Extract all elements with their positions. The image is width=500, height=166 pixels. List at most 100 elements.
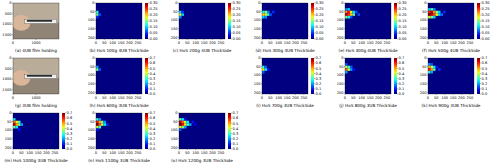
y-tick-label: 200 [337, 91, 345, 95]
caption: (j) HoS 800g 3UB ThickSide [339, 103, 397, 108]
colorbar-label: 0.4 [399, 72, 405, 76]
colorbar-label: 0.20 [482, 13, 491, 17]
heatmap-cell [348, 66, 351, 69]
y-tick-label: 200 [337, 36, 345, 40]
colorbar-label: 0.4 [316, 72, 322, 76]
heatmap-cell [345, 63, 348, 66]
heatmap-cell [99, 13, 102, 16]
caption: (b) HoS 100g 4UB ThickSide [89, 48, 148, 53]
plot-frame [96, 113, 142, 149]
plot-area [96, 58, 142, 94]
x-tick-label: 250 [383, 96, 391, 100]
heatmap-cell [13, 118, 16, 121]
y-tick-label: 150 [420, 82, 428, 86]
colorbar-label: 0.6 [399, 61, 405, 65]
caption: (f) HoS 500g 4UB ThickSide [422, 48, 480, 53]
colorbar-label: 0.5 [233, 122, 239, 126]
y-tick [178, 121, 179, 122]
y-tick-label: 50 [422, 65, 427, 69]
y-tick-label: 100 [88, 73, 96, 77]
plot-frame [179, 3, 225, 39]
colorbar-label: 0.10 [399, 25, 408, 29]
heatmap-cell [96, 11, 99, 14]
x-tick-label: 200 [458, 96, 466, 100]
y-tick [95, 58, 96, 59]
y-tick-label: 100 [337, 73, 345, 77]
y-tick-label: 200 [88, 91, 96, 95]
y-tick-label: 150 [337, 27, 345, 31]
y-tick-label: 500 [5, 67, 13, 71]
y-tick [344, 37, 345, 38]
colorbar-label: 0.3 [150, 132, 156, 136]
photo-film [25, 74, 57, 78]
colorbar-label: 0.0 [399, 92, 405, 96]
colorbar-label: 0.25 [482, 7, 490, 11]
panel: 0.00.10.20.30.40.50.60.70501001502002500… [88, 56, 156, 107]
y-tick [95, 92, 96, 93]
y-tick [95, 147, 96, 148]
heatmap-cell [265, 66, 268, 69]
colorbar-label: 0.4 [150, 127, 156, 131]
heatmap-cell [270, 13, 273, 16]
caption: (i) HoS 700g 3UB ThickSide [256, 103, 314, 108]
colorbar-label: 0.1 [482, 87, 488, 91]
y-tick-label: 100 [337, 18, 345, 22]
x-tick-label: 200 [375, 41, 383, 45]
colorbar-label: 0.25 [233, 7, 241, 11]
y-tick [178, 11, 179, 12]
heatmap-cell [262, 13, 265, 16]
y-tick-label: 0 [9, 111, 12, 115]
heatmap-cell [350, 13, 353, 16]
heatmap-cell [431, 63, 434, 66]
plot-frame [96, 58, 142, 94]
x-tick-label: 1000 [31, 96, 41, 100]
y-tick [427, 75, 428, 76]
colorbar-label: 0.0 [67, 147, 73, 151]
y-tick-label: 200 [171, 146, 179, 150]
x-tick-label: 0 [12, 96, 15, 100]
plot-area [13, 3, 59, 39]
heatmap-cell [184, 118, 187, 121]
y-tick [261, 92, 262, 93]
x-tick-label: 50 [185, 41, 190, 45]
colorbar-label: 0.3 [482, 77, 488, 81]
heatmap-cell [189, 123, 192, 126]
y-tick [427, 11, 428, 12]
x-tick-label: 150 [118, 96, 126, 100]
heatmap-cell [358, 13, 361, 16]
colorbar-label: 0.15 [482, 19, 490, 23]
heatmap-cell [428, 8, 431, 11]
y-tick-label: 50 [173, 120, 178, 124]
heatmap-background [428, 58, 474, 94]
x-tick-label: 0 [12, 41, 15, 45]
heatmap-cell [350, 16, 353, 19]
panel: 0.00.10.20.30.40.50.60.70501001502002500… [337, 56, 405, 107]
x-tick-label: 100 [275, 96, 283, 100]
x-tick-label: 0 [427, 41, 430, 45]
colorbar-label: 0.20 [233, 13, 242, 17]
x-tick-label: 0 [95, 41, 98, 45]
y-tick-label: 100 [254, 73, 262, 77]
y-tick [12, 68, 13, 69]
heatmap-cell [179, 121, 182, 124]
y-tick-label: 0 [175, 111, 178, 115]
heatmap-cell [436, 11, 439, 14]
colorbar [394, 3, 397, 39]
colorbar-label: 0.7 [150, 111, 156, 115]
plot-frame [345, 58, 391, 94]
caption: (k) HoS 900g 3UB ThickSide [422, 103, 481, 108]
x-tick-label: 100 [275, 41, 283, 45]
colorbar-label: 0.4 [482, 72, 488, 76]
panel: 01000050010001500(a) 4UB film holding [2, 1, 59, 52]
y-tick [95, 3, 96, 4]
heatmap-cell [433, 11, 436, 14]
y-tick [178, 147, 179, 148]
y-tick-label: 1000 [2, 77, 12, 81]
y-tick [95, 130, 96, 131]
heatmap-cell [265, 11, 268, 14]
heatmap-cell [438, 68, 441, 71]
heatmap-cell [443, 11, 446, 14]
y-tick [427, 20, 428, 21]
y-tick [178, 138, 179, 139]
heatmap-cell [194, 123, 197, 126]
